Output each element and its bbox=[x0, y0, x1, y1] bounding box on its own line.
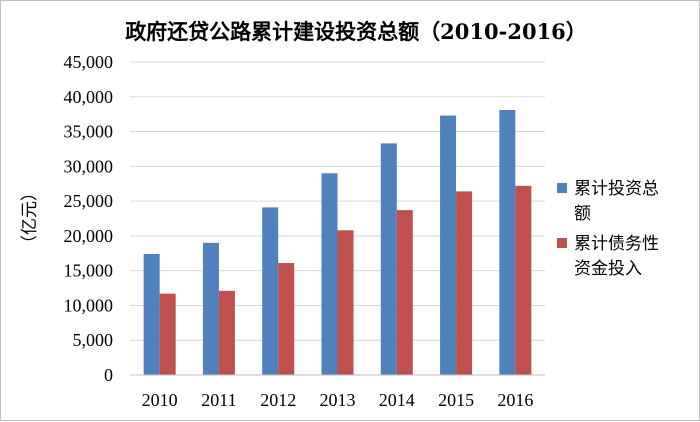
bar-debt-funding bbox=[278, 263, 295, 375]
bar-total-investment bbox=[262, 207, 279, 375]
legend-label: 累计投资总 bbox=[574, 179, 659, 199]
legend-label: 额 bbox=[574, 204, 591, 224]
x-tick-label: 2014 bbox=[379, 390, 415, 410]
legend-swatch bbox=[557, 183, 567, 193]
legend-label: 资金投入 bbox=[574, 259, 642, 279]
y-tick-label: 35,000 bbox=[64, 122, 114, 142]
y-tick-label: 25,000 bbox=[64, 191, 114, 211]
x-tick-label: 2011 bbox=[201, 390, 236, 410]
legend-swatch bbox=[557, 238, 567, 248]
bar-total-investment bbox=[499, 109, 516, 375]
y-tick-label: 15,000 bbox=[64, 261, 114, 281]
x-tick-label: 2015 bbox=[438, 390, 474, 410]
x-tick-label: 2012 bbox=[260, 390, 296, 410]
bar-debt-funding bbox=[396, 210, 413, 375]
bar-debt-funding bbox=[218, 290, 235, 375]
bar-total-investment bbox=[440, 115, 457, 376]
y-tick-label: 20,000 bbox=[64, 226, 114, 246]
y-axis-label: （亿元） bbox=[20, 184, 40, 252]
y-tick-label: 40,000 bbox=[64, 87, 114, 107]
x-tick-label: 2013 bbox=[320, 390, 356, 410]
bar-total-investment bbox=[202, 242, 219, 375]
legend-label: 累计债务性 bbox=[574, 234, 659, 254]
x-tick-label: 2016 bbox=[497, 390, 533, 410]
bar-debt-funding bbox=[337, 230, 354, 375]
y-tick-label: 10,000 bbox=[64, 295, 114, 315]
bar-total-investment bbox=[380, 143, 397, 375]
bar-debt-funding bbox=[515, 185, 532, 375]
y-tick-labels: 0 5,000 10,000 15,000 20,000 25,000 30,000 35,0… bbox=[64, 52, 114, 385]
bar-debt-funding bbox=[159, 293, 176, 375]
chart-title: 政府还贷公路累计建设投资总额（2010-2016） bbox=[125, 19, 587, 44]
bars bbox=[143, 109, 532, 376]
y-tick-label: 0 bbox=[104, 365, 113, 385]
bar-total-investment bbox=[321, 173, 338, 375]
x-tick-labels: 2010 2011 2012 2013 2014 2015 2016 bbox=[142, 390, 534, 410]
x-tick-label: 2010 bbox=[142, 390, 178, 410]
y-tick-label: 5,000 bbox=[73, 330, 114, 350]
y-tick-label: 30,000 bbox=[64, 156, 114, 176]
bar-debt-funding bbox=[456, 191, 473, 375]
y-tick-label: 45,000 bbox=[64, 52, 114, 72]
bar-total-investment bbox=[143, 253, 160, 375]
